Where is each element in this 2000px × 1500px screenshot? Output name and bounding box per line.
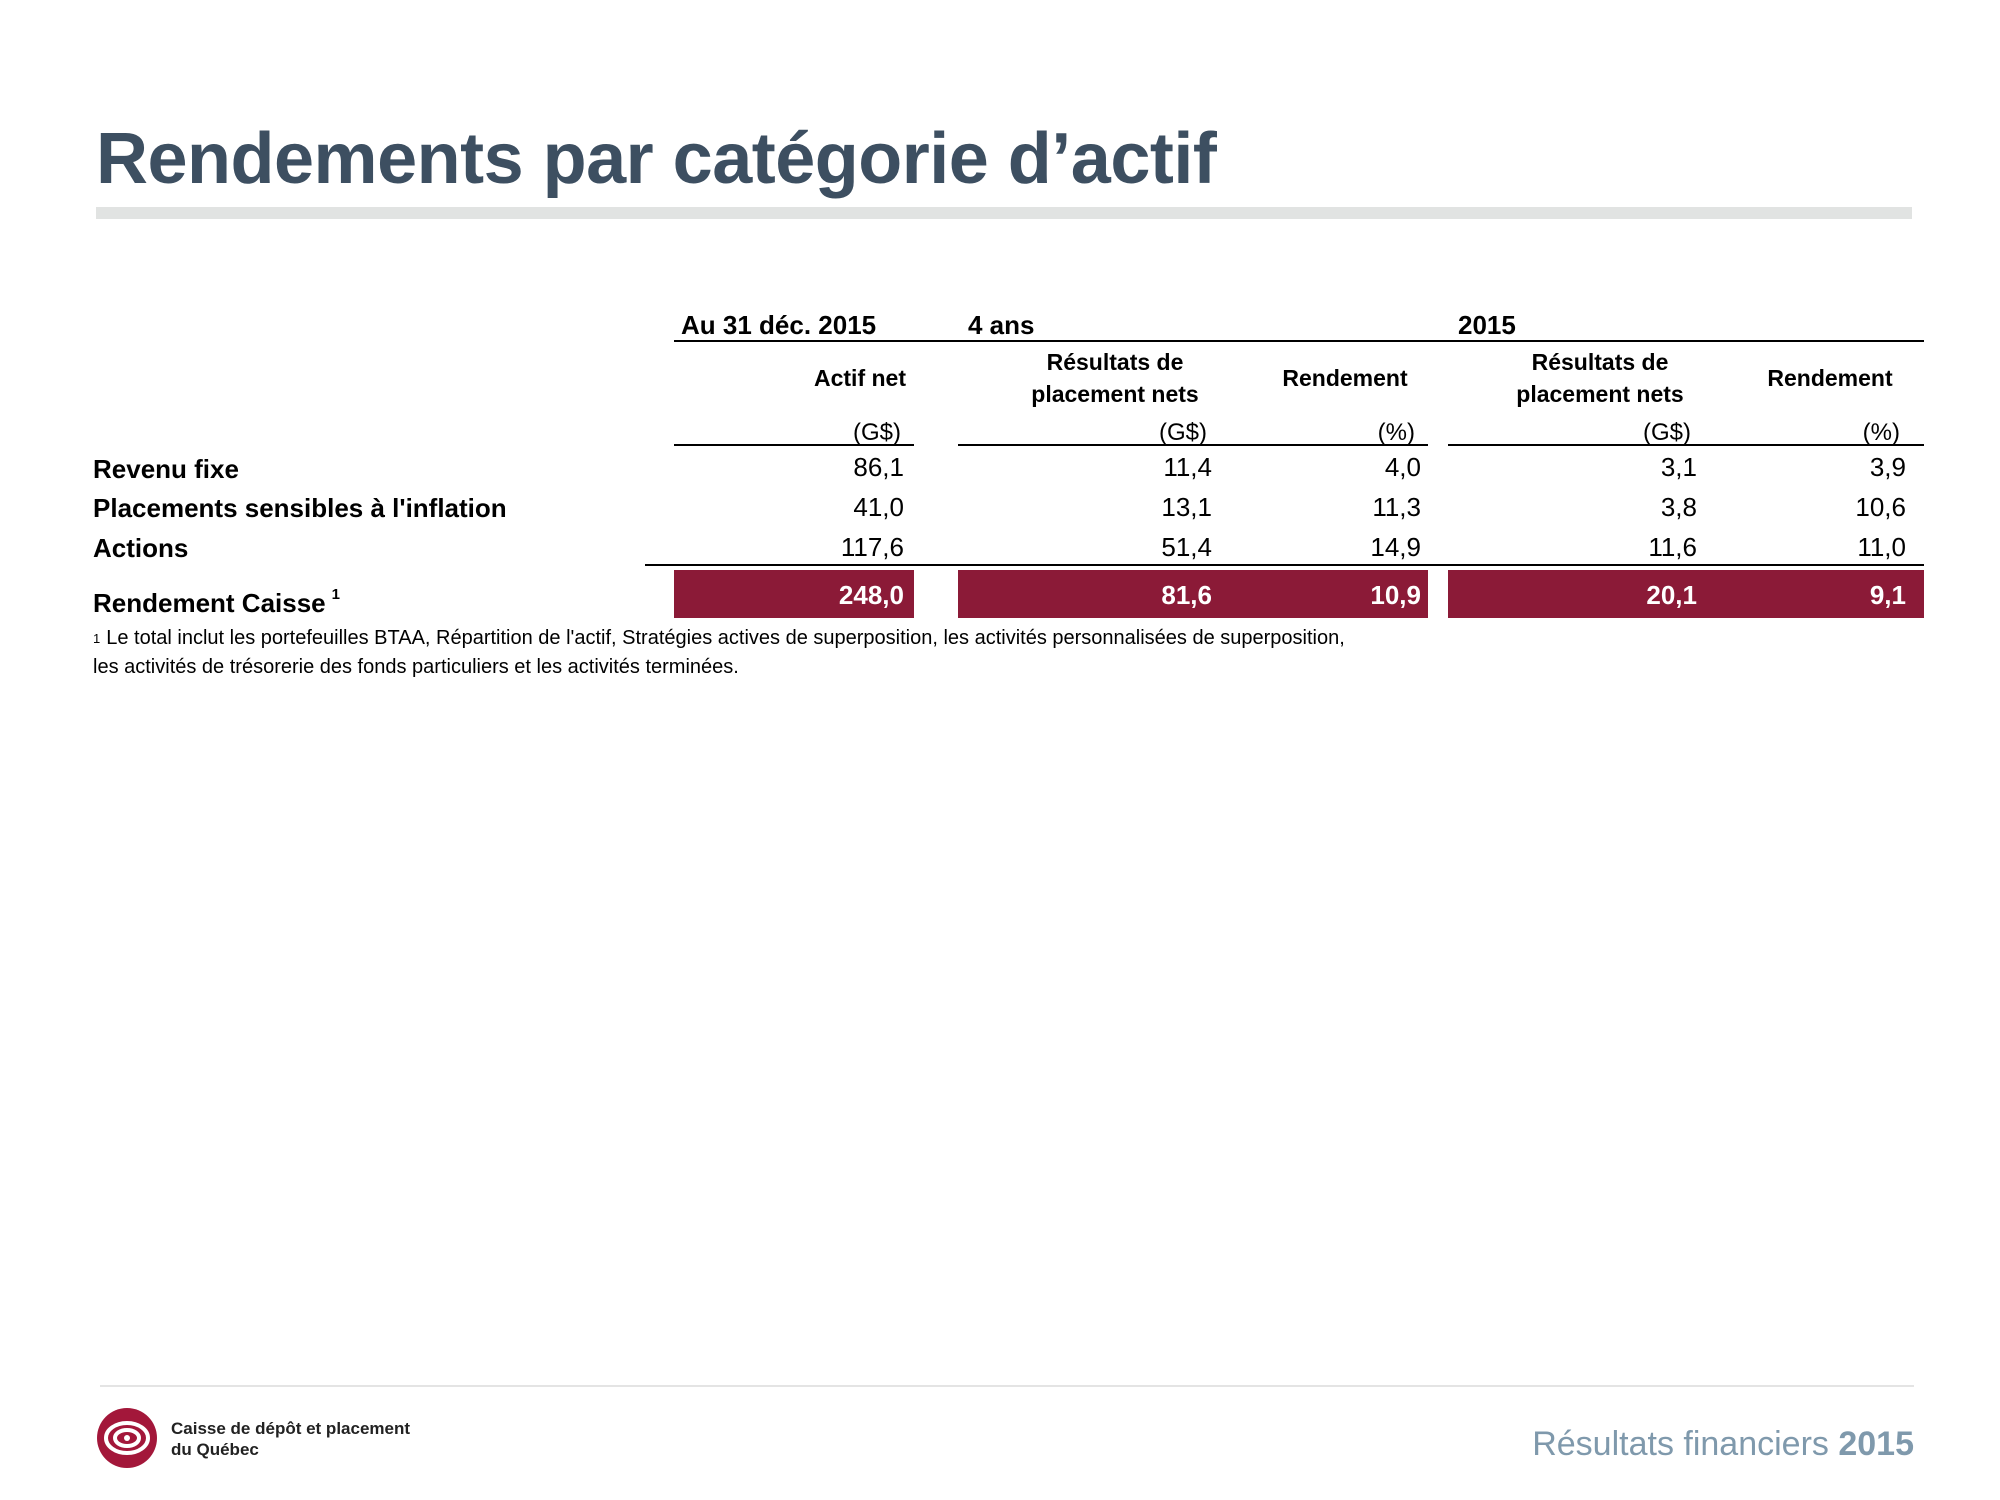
col-header-rendement-2015: Rendement [1767, 365, 1893, 391]
cdpq-logo-icon [96, 1407, 158, 1469]
total-rendement-4ans: 10,9 [1370, 580, 1421, 610]
footnote-text-line2: les activités de trésorerie des fonds pa… [93, 656, 739, 678]
col-header-resultats-2015-line2: placement nets [1516, 381, 1684, 407]
cell-rendement-2015: 11,0 [1857, 532, 1906, 562]
unit-resultats-2015: (G$) [1643, 419, 1691, 446]
total-actif-net: 248,0 [838, 580, 904, 610]
cell-rendement-4ans: 14,9 [1370, 532, 1421, 562]
row-label: Revenu fixe [93, 454, 239, 484]
row-label: Actions [93, 533, 189, 563]
organization-name: Caisse de dépôt et placement du Québec [171, 1418, 431, 1460]
doc-year: 2015 [1838, 1425, 1914, 1463]
unit-rendement-4ans: (%) [1377, 419, 1415, 446]
cell-actif-net: 41,0 [853, 492, 904, 522]
units-rule-as-of [674, 444, 914, 446]
cell-rendement-2015: 3,9 [1869, 452, 1906, 482]
footnote-text-line1: Le total inclut les portefeuilles BTAA, … [106, 627, 1345, 649]
unit-resultats-4ans: (G$) [1159, 419, 1207, 446]
organization-name-line1: Caisse de dépôt et placement [171, 1419, 411, 1438]
doc-title: Résultats financiers [1532, 1425, 1829, 1463]
title-underline [96, 207, 1912, 219]
total-highlight-year [1448, 570, 1924, 618]
total-row-label: Rendement Caisse 1 [93, 586, 340, 619]
col-header-resultats-4ans: Résultats de placement nets [1000, 346, 1230, 410]
total-rendement-2015: 9,1 [1869, 580, 1906, 610]
units-rule-four-years [958, 444, 1428, 446]
footer-divider [100, 1385, 1914, 1387]
cell-resultats-4ans: 11,4 [1163, 452, 1212, 482]
cell-resultats-4ans: 13,1 [1161, 492, 1212, 522]
cell-resultats-2015: 11,6 [1648, 532, 1697, 562]
cell-resultats-2015: 3,8 [1660, 492, 1697, 522]
units-rule-year [1448, 444, 1924, 446]
col-header-resultats-2015: Résultats de placement nets [1485, 346, 1715, 410]
cell-rendement-4ans: 4,0 [1384, 452, 1421, 482]
footnote-mark: 1 [93, 631, 101, 646]
col-header-actif-net: Actif net [814, 365, 906, 391]
unit-rendement-2015: (%) [1862, 419, 1900, 446]
total-resultats-4ans: 81,6 [1161, 580, 1212, 610]
organization-name-line2: du Québec [171, 1440, 259, 1459]
total-highlight-four-years [958, 570, 1428, 618]
total-highlight-as-of [674, 570, 914, 618]
unit-actif-net: (G$) [853, 419, 901, 446]
cell-resultats-4ans: 51,4 [1161, 532, 1212, 562]
cell-actif-net: 117,6 [840, 532, 904, 562]
footnote: 1 Le total inclut les portefeuilles BTAA,… [93, 624, 1793, 682]
footnote-line1: 1 Le total inclut les portefeuilles BTAA,… [93, 624, 1793, 653]
cell-rendement-4ans: 11,3 [1372, 492, 1421, 522]
document-footer-title: Résultats financiers 2015 [1532, 1425, 1914, 1464]
page-title: Rendements par catégorie d’actif [96, 119, 1217, 199]
row-label: Placements sensibles à l'inflation [93, 493, 507, 523]
col-header-rendement-4ans: Rendement [1282, 365, 1408, 391]
footnote-marker: 1 [331, 586, 340, 603]
group-header-as-of: Au 31 déc. 2015 [681, 310, 877, 340]
cell-rendement-2015: 10,6 [1855, 492, 1906, 522]
total-label-text: Rendement Caisse [93, 588, 326, 618]
total-top-rule [645, 564, 1924, 566]
cell-resultats-2015: 3,1 [1660, 452, 1697, 482]
group-header-four-years: 4 ans [968, 310, 1035, 340]
col-header-resultats-2015-line1: Résultats de [1531, 349, 1669, 375]
col-header-resultats-4ans-line2: placement nets [1031, 381, 1199, 407]
cell-actif-net: 86,1 [853, 452, 904, 482]
col-header-resultats-4ans-line1: Résultats de [1046, 349, 1184, 375]
group-header-year: 2015 [1458, 310, 1516, 340]
header-top-rule [674, 340, 1924, 342]
total-resultats-2015: 20,1 [1646, 580, 1697, 610]
